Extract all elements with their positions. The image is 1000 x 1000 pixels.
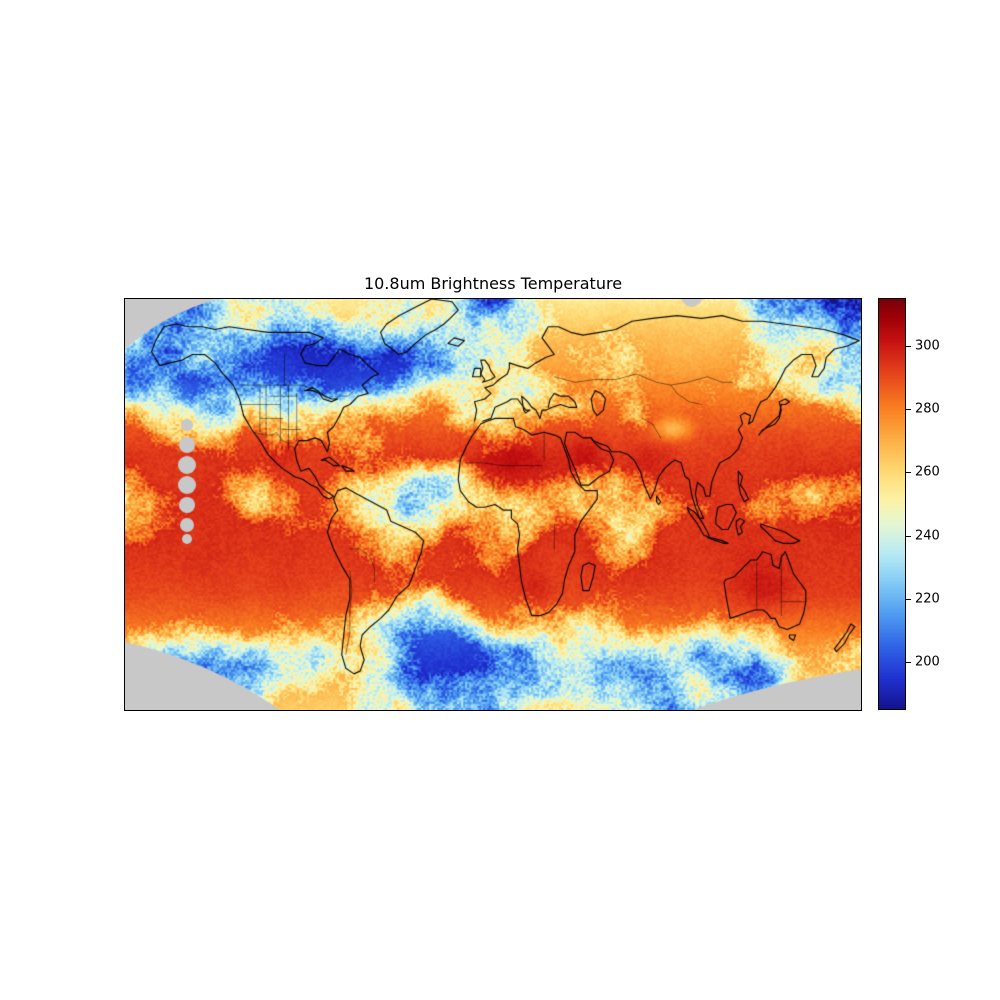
- colorbar-tick-label: 300: [915, 338, 940, 354]
- chart-title: 10.8um Brightness Temperature: [363, 274, 623, 293]
- colorbar-tick-label: 260: [915, 464, 940, 480]
- colorbar: 200 220 240 260 280 300: [878, 298, 940, 710]
- colorbar-tick: [906, 598, 911, 600]
- colorbar-tick: [906, 472, 911, 474]
- colorbar-tick: [906, 661, 911, 663]
- colorbar-tick-label: 240: [915, 528, 940, 544]
- colorbar-tick: [906, 535, 911, 537]
- colorbar-tick-label: 220: [915, 591, 940, 607]
- colorbar-tick-label: 200: [915, 654, 940, 670]
- map-axes: [124, 298, 862, 711]
- colorbar-gradient: [879, 299, 905, 709]
- colorbar-tick-label: 280: [915, 401, 940, 417]
- colorbar-tick: [906, 346, 911, 348]
- colorbar-tick: [906, 409, 911, 411]
- brightness-temperature-map: [125, 299, 861, 710]
